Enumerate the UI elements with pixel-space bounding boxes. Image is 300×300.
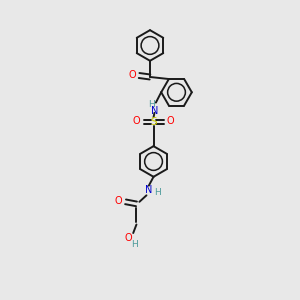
Text: O: O (124, 233, 132, 243)
Text: O: O (167, 116, 174, 126)
Text: N: N (145, 185, 152, 195)
Text: H: H (148, 100, 155, 109)
Text: S: S (150, 117, 157, 127)
Text: O: O (133, 116, 140, 126)
Text: O: O (128, 70, 136, 80)
Text: O: O (115, 196, 123, 206)
Text: N: N (151, 106, 158, 116)
Text: H: H (154, 188, 161, 197)
Text: H: H (131, 240, 137, 249)
